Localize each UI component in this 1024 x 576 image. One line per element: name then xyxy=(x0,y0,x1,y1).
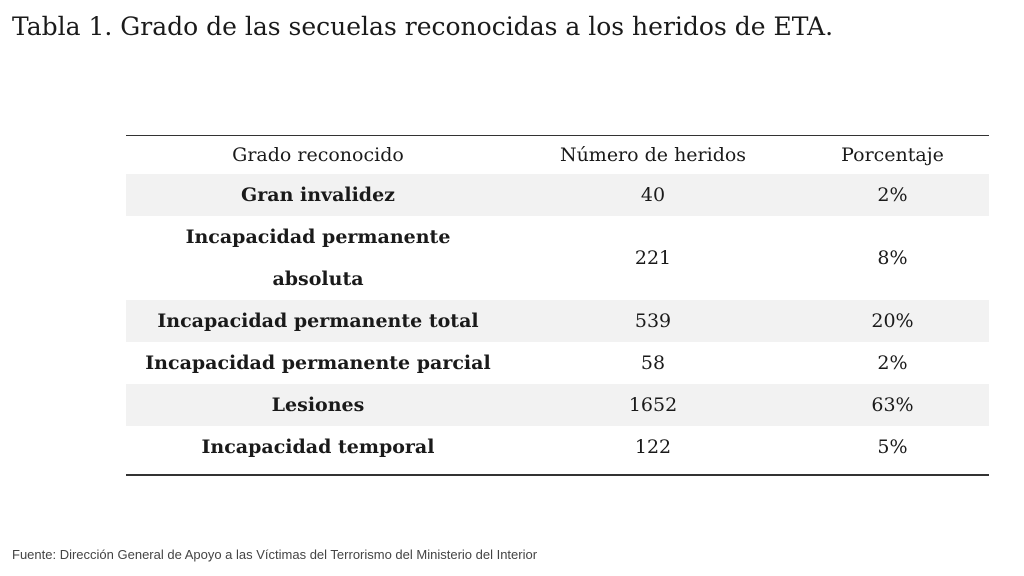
cell-percent: 63% xyxy=(796,384,989,426)
table-row: Lesiones 1652 63% xyxy=(126,384,989,426)
cell-grade-text: Incapacidad permanente absoluta xyxy=(185,226,451,290)
cell-count: 58 xyxy=(640,352,666,374)
cell-count: 221 xyxy=(634,247,672,269)
table-row: Gran invalidez 40 2% xyxy=(126,174,989,216)
cell-grade: Incapacidad permanente absoluta xyxy=(126,216,510,300)
table-row: Incapacidad permanente parcial 58 2% xyxy=(126,342,989,384)
data-table-container: Grado reconocido Número de heridos Porce… xyxy=(126,135,989,476)
table-bottom-rule xyxy=(126,474,989,476)
cell-grade: Gran invalidez xyxy=(126,174,510,216)
table-row: Incapacidad permanente absoluta 221 8% xyxy=(126,216,989,300)
cell-percent: 20% xyxy=(796,300,989,342)
data-table: Grado reconocido Número de heridos Porce… xyxy=(126,136,989,468)
column-header-grade: Grado reconocido xyxy=(232,144,404,166)
cell-count: 122 xyxy=(634,436,672,458)
table-row: Incapacidad temporal 122 5% xyxy=(126,426,989,468)
table-row: Incapacidad permanente total 539 20% xyxy=(126,300,989,342)
cell-percent: 5% xyxy=(877,436,908,458)
cell-count: 1652 xyxy=(510,384,796,426)
table-header-row: Grado reconocido Número de heridos Porce… xyxy=(126,136,989,174)
source-note: Fuente: Dirección General de Apoyo a las… xyxy=(12,547,538,562)
cell-count: 40 xyxy=(510,174,796,216)
cell-percent: 2% xyxy=(796,174,989,216)
cell-percent: 8% xyxy=(877,247,908,269)
cell-grade: Incapacidad temporal xyxy=(201,436,435,458)
column-header-count: Número de heridos xyxy=(559,144,747,166)
table-top-rule xyxy=(126,135,989,136)
cell-count: 539 xyxy=(510,300,796,342)
cell-grade: Lesiones xyxy=(126,384,510,426)
cell-grade: Incapacidad permanente parcial xyxy=(145,352,491,374)
column-header-percent: Porcentaje xyxy=(841,144,944,166)
cell-percent: 2% xyxy=(877,352,908,374)
cell-grade: Incapacidad permanente total xyxy=(126,300,510,342)
table-title: Tabla 1. Grado de las secuelas reconocid… xyxy=(12,12,834,41)
